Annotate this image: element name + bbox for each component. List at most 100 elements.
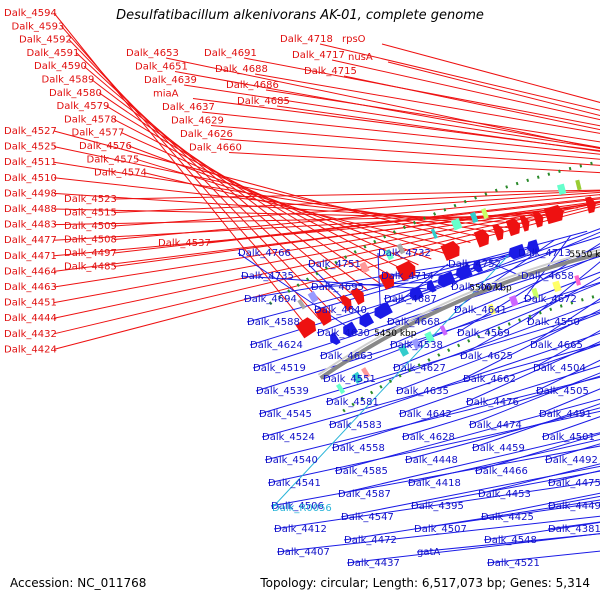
blue-leader-line <box>334 398 600 472</box>
blue-gene-label: Dalk_4663 <box>320 351 373 362</box>
blue-gene-label: Dalk_4694 <box>244 294 297 305</box>
blue-gene-label: Dalk_4437 <box>347 558 400 569</box>
cog-mark-outer <box>396 243 406 255</box>
blue-gene-label: Dalk_4548 <box>484 535 537 546</box>
blue-leader-line <box>398 344 600 415</box>
blue-gene-label: gatA <box>417 547 440 558</box>
cog-mark-inner <box>398 344 409 357</box>
blue-gene-label: Dalk_4714 <box>381 271 434 282</box>
blue-leader-line <box>465 341 600 403</box>
blue-gene-label: Dalk_4407 <box>277 547 330 558</box>
blue-gene-label: Dalk_4491 <box>539 409 592 420</box>
reverse-gene-arrow <box>437 271 456 288</box>
accession-text: Accession: NC_011768 <box>10 576 147 590</box>
red-gene-label: Dalk_4629 <box>171 116 224 127</box>
blue-gene-label: Dalk_4751 <box>308 259 361 270</box>
blue-gene-label: Dalk_4505 <box>536 386 589 397</box>
red-gene-label: Dalk_4498 <box>4 188 57 199</box>
blue-gene-label: Dalk_4695 <box>311 282 364 293</box>
red-gene-label: Dalk_4651 <box>135 62 188 73</box>
red-gene-label: Dalk_4715 <box>304 66 357 77</box>
blue-leader-line <box>258 311 600 415</box>
red-leader-line <box>265 89 600 143</box>
blue-gene-label: Dalk_4735 <box>241 271 294 282</box>
blue-gene-label: Dalk_4448 <box>405 455 458 466</box>
forward-gene-arrow <box>350 287 365 306</box>
blue-leader-line <box>340 465 600 518</box>
red-leader-line <box>387 61 600 116</box>
forward-gene-arrow <box>519 215 530 232</box>
red-gene-label: Dalk_4579 <box>57 101 110 112</box>
red-leader-line <box>91 79 369 291</box>
blue-gene-label: Dalk_4588 <box>247 317 300 328</box>
cog-mark-inner <box>411 338 422 350</box>
blue-leader-line <box>535 359 600 392</box>
red-gene-label: Dalk_4464 <box>4 266 57 277</box>
cog-mark-outer <box>430 228 438 239</box>
reverse-gene-arrow <box>343 321 359 337</box>
blue-leader-line <box>407 439 600 484</box>
red-leader-line <box>183 84 600 149</box>
red-gene-label: Dalk_4451 <box>4 298 57 309</box>
red-leader-line <box>76 52 344 305</box>
red-gene-label: Dalk_4497 <box>64 248 117 259</box>
red-leader-line <box>207 198 600 244</box>
red-leader-line <box>113 200 600 267</box>
red-leader-line <box>113 194 600 240</box>
red-leader-line <box>254 73 600 134</box>
cog-mark-inner <box>424 331 435 344</box>
blue-leader-line <box>462 309 600 380</box>
red-gene-label: Dalk_4444 <box>4 313 57 324</box>
blue-gene-label: Dalk_4395 <box>411 501 464 512</box>
reverse-gene-arrow <box>359 312 375 328</box>
cog-mark-outer <box>307 290 319 304</box>
red-gene-label: Dalk_4537 <box>158 238 211 249</box>
blue-gene-label: Dalk_4672 <box>524 294 577 305</box>
blue-gene-label: Dalk_4521 <box>487 558 540 569</box>
red-gene-label: Dalk_4589 <box>42 75 95 86</box>
red-leader-line <box>276 105 600 152</box>
blue-leader-line <box>416 533 600 553</box>
blue-gene-label: Dalk_4519 <box>253 363 306 374</box>
reverse-gene-arrow <box>455 263 473 280</box>
red-leader-line <box>53 177 511 229</box>
red-leader-line <box>228 152 600 174</box>
blue-gene-label: Dalk_4550 <box>527 317 580 328</box>
blue-leader-line <box>389 254 600 346</box>
cog-mark-outer <box>384 248 394 261</box>
genome-summary-text: Topology: circular; Length: 6,517,073 bp… <box>260 576 590 590</box>
cog-mark-outer <box>359 261 370 274</box>
red-gene-label: Dalk_4483 <box>4 220 57 231</box>
red-leader-line <box>113 189 600 200</box>
kbp-tick-label: 5550 kbp <box>569 250 600 260</box>
red-gene-label: nusA <box>348 52 373 63</box>
blue-leader-line <box>270 445 600 507</box>
red-gene-label: Dalk_4594 <box>4 8 57 19</box>
red-gene-label: Dalk_4691 <box>204 48 257 59</box>
cog-mark-inner <box>335 383 346 395</box>
reverse-gene-arrow <box>508 243 527 260</box>
reverse-gene-arrow <box>472 259 483 273</box>
red-leader-line <box>343 75 600 131</box>
blue-gene-label: Dalk_4466 <box>475 466 528 477</box>
red-gene-label: Dalk_4591 <box>27 48 80 59</box>
blue-leader-line <box>267 410 600 484</box>
red-gene-label: Dalk_4471 <box>4 251 57 262</box>
red-gene-label: Dalk_4424 <box>4 344 57 355</box>
red-gene-label: Dalk_4575 <box>87 154 140 165</box>
forward-gene-arrow <box>440 240 460 261</box>
red-gene-label: Dalk_4576 <box>79 141 132 152</box>
reverse-gene-arrow <box>409 285 424 301</box>
blue-gene-label: Dalk_4665 <box>530 340 583 351</box>
red-gene-label: Dalk_4515 <box>64 208 117 219</box>
blue-gene-label: Dalk_4581 <box>326 397 379 408</box>
cog-mark-inner <box>361 367 371 379</box>
blue-gene-label: Dalk_4425 <box>481 512 534 523</box>
blue-leader-line <box>532 330 600 369</box>
blue-gene-label: Dalk_4507 <box>414 524 467 535</box>
red-gene-label: Dalk_4508 <box>64 235 117 246</box>
red-leader-line <box>53 146 484 238</box>
blue-gene-label: Dalk_4506 <box>271 501 324 512</box>
cog-mark-inner <box>552 280 562 293</box>
red-gene-label: Dalk_4485 <box>64 262 117 273</box>
